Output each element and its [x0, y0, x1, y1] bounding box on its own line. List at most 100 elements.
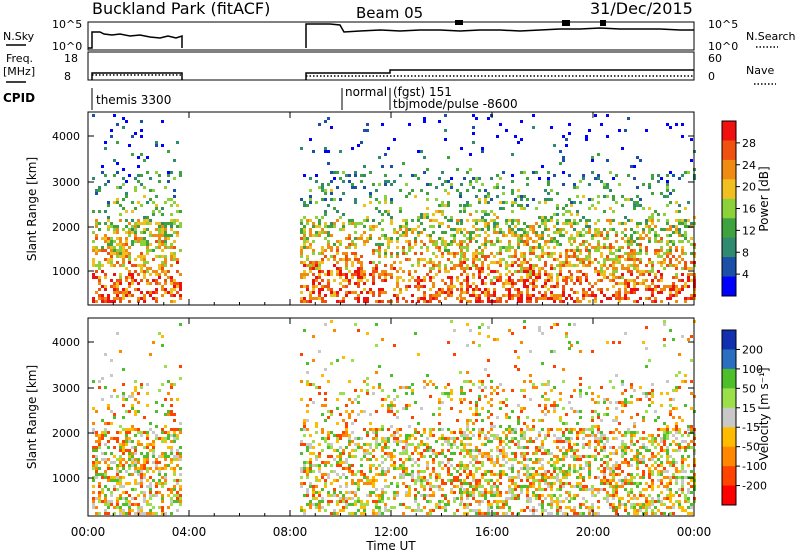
heatmap-cell [321, 437, 324, 440]
heatmap-cell [405, 470, 408, 473]
heatmap-cell [460, 392, 463, 395]
heatmap-cell [411, 479, 414, 482]
heatmap-cell [432, 285, 435, 288]
heatmap-cell [579, 473, 582, 476]
heatmap-cell [609, 246, 612, 249]
heatmap-cell [116, 437, 119, 440]
heatmap-cell [675, 123, 678, 126]
heatmap-cell [327, 380, 330, 383]
heatmap-cell [402, 464, 405, 467]
heatmap-cell [588, 467, 591, 470]
heatmap-cell [101, 264, 104, 267]
heatmap-cell [532, 485, 535, 488]
heatmap-cell [333, 177, 336, 180]
heatmap-cell [146, 261, 149, 264]
heatmap-cell [155, 300, 158, 303]
heatmap-cell [306, 473, 309, 476]
heatmap-cell [348, 470, 351, 473]
heatmap-cell [496, 261, 499, 264]
heatmap-cell [594, 177, 597, 180]
heatmap-cell [122, 264, 125, 267]
heatmap-cell [345, 461, 348, 464]
heatmap-cell [432, 458, 435, 461]
heatmap-cell [511, 231, 514, 234]
heatmap-cell [460, 255, 463, 258]
heatmap-cell [110, 240, 113, 243]
heatmap-cell [570, 249, 573, 252]
heatmap-cell [426, 216, 429, 219]
heatmap-cell [502, 285, 505, 288]
heatmap-cell [107, 252, 110, 255]
heatmap-cell [514, 282, 517, 285]
heatmap-cell [562, 288, 565, 291]
heatmap-cell [493, 231, 496, 234]
heatmap-cell [378, 156, 381, 159]
heatmap-cell [684, 207, 687, 210]
heatmap-cell [544, 282, 547, 285]
heatmap-cell [327, 150, 330, 153]
cpid-label: CPID [3, 91, 35, 105]
heatmap-cell [541, 222, 544, 225]
heatmap-cell [444, 264, 447, 267]
heatmap-cell [600, 123, 603, 126]
heatmap-cell [490, 506, 493, 509]
heatmap-cell [318, 186, 321, 189]
heatmap-cell [460, 285, 463, 288]
heatmap-cell [95, 270, 98, 273]
heatmap-cell [475, 407, 478, 410]
heatmap-cell [466, 285, 469, 288]
heatmap-cell [384, 479, 387, 482]
heatmap-cell [481, 464, 484, 467]
heatmap-cell [453, 431, 456, 434]
heatmap-cell [594, 476, 597, 479]
heatmap-cell [466, 491, 469, 494]
heatmap-cell [609, 228, 612, 231]
heatmap-cell [348, 270, 351, 273]
heatmap-cell [131, 273, 134, 276]
heatmap-cell [463, 252, 466, 255]
heatmap-cell [585, 279, 588, 282]
heatmap-cell [336, 171, 339, 174]
heatmap-cell [104, 222, 107, 225]
heatmap-cell [333, 479, 336, 482]
heatmap-cell [110, 422, 113, 425]
heatmap-cell [493, 219, 496, 222]
heatmap-cell [107, 201, 110, 204]
heatmap-cell [137, 300, 140, 303]
heatmap-cell [372, 431, 375, 434]
heatmap-cell [538, 482, 541, 485]
heatmap-cell [306, 470, 309, 473]
heatmap-cell [125, 240, 128, 243]
heatmap-cell [573, 485, 576, 488]
heatmap-cell [170, 497, 173, 500]
heatmap-cell [576, 300, 579, 303]
heatmap-cell [426, 383, 429, 386]
heatmap-cell [627, 279, 630, 282]
heatmap-cell [532, 482, 535, 485]
heatmap-cell [143, 476, 146, 479]
heatmap-cell [435, 297, 438, 300]
heatmap-cell [556, 458, 559, 461]
heatmap-cell [585, 138, 588, 141]
heatmap-cell [469, 168, 472, 171]
heatmap-cell [336, 246, 339, 249]
heatmap-cell [594, 494, 597, 497]
heatmap-cell [351, 261, 354, 264]
heatmap-cell [131, 428, 134, 431]
heatmap-cell [330, 273, 333, 276]
heatmap-cell [155, 461, 158, 464]
heatmap-cell [490, 392, 493, 395]
heatmap-cell [161, 228, 164, 231]
heatmap-cell [92, 240, 95, 243]
heatmap-cell [333, 329, 336, 332]
heatmap-cell [360, 470, 363, 473]
heatmap-cell [456, 222, 459, 225]
heatmap-cell [472, 141, 475, 144]
heatmap-cell [544, 497, 547, 500]
heatmap-cell [95, 410, 98, 413]
heatmap-cell [429, 225, 432, 228]
heatmap-cell [417, 282, 420, 285]
heatmap-cell [553, 410, 556, 413]
heatmap-cell [556, 285, 559, 288]
nsearch-tick-bottom: 10^0 [708, 40, 738, 53]
